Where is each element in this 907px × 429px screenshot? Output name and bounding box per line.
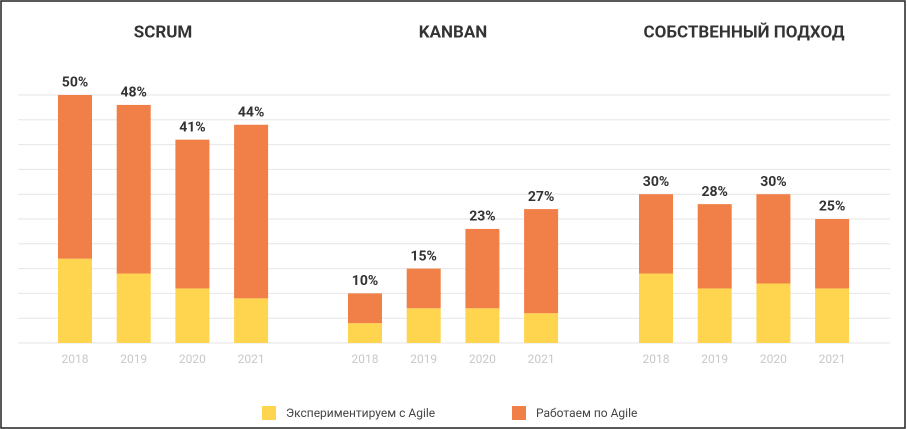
bar-segment bbox=[116, 273, 151, 343]
legend-swatch bbox=[262, 406, 276, 420]
bar-segment bbox=[524, 209, 559, 314]
bar-segment bbox=[116, 104, 151, 274]
bar-segment bbox=[815, 288, 850, 343]
chart-title: SCRUM bbox=[134, 22, 193, 42]
x-tick-label: 2019 bbox=[120, 352, 147, 366]
bar-segment bbox=[465, 308, 500, 343]
chart-title: СОБСТВЕННЫЙ ПОДХОД bbox=[644, 21, 845, 42]
total-label: 28% bbox=[701, 184, 727, 200]
bar-segment bbox=[348, 293, 382, 324]
bar-segment bbox=[406, 268, 441, 309]
legend-swatch bbox=[512, 406, 526, 420]
bar-segment bbox=[639, 273, 673, 343]
total-label: 23% bbox=[469, 209, 495, 225]
bar-segment bbox=[756, 194, 791, 284]
bar-segment bbox=[348, 323, 382, 343]
total-label: 50% bbox=[62, 75, 88, 91]
bar-segment bbox=[815, 219, 850, 289]
x-tick-label: 2019 bbox=[701, 352, 728, 366]
x-tick-label: 2018 bbox=[643, 352, 670, 366]
bar-segment bbox=[234, 124, 269, 299]
bar-segment bbox=[639, 194, 673, 274]
total-label: 30% bbox=[760, 174, 786, 190]
chart-title: KANBAN bbox=[419, 22, 488, 42]
bar-segment bbox=[524, 313, 559, 343]
bar-segment bbox=[175, 288, 210, 343]
total-label: 48% bbox=[120, 85, 146, 101]
total-label: 41% bbox=[179, 119, 205, 135]
x-tick-label: 2020 bbox=[760, 352, 787, 366]
x-tick-label: 2021 bbox=[528, 352, 555, 366]
x-tick-label: 2020 bbox=[179, 352, 206, 366]
bar-segment bbox=[58, 258, 92, 343]
bar-segment bbox=[465, 228, 500, 309]
bar-segment bbox=[58, 95, 92, 259]
bar-segment bbox=[234, 298, 269, 343]
x-tick-label: 2020 bbox=[469, 352, 496, 366]
total-label: 30% bbox=[643, 174, 669, 190]
bar-segment bbox=[697, 288, 732, 343]
x-tick-label: 2018 bbox=[62, 352, 89, 366]
total-label: 44% bbox=[238, 104, 264, 120]
total-label: 10% bbox=[352, 273, 378, 289]
total-label: 25% bbox=[819, 199, 845, 215]
bar-segment bbox=[175, 139, 210, 289]
x-tick-label: 2021 bbox=[238, 352, 265, 366]
x-tick-label: 2018 bbox=[352, 352, 379, 366]
bar-segment bbox=[697, 204, 732, 289]
bar-segment bbox=[756, 283, 791, 343]
legend-label: Работаем по Agile bbox=[536, 406, 637, 420]
total-label: 27% bbox=[528, 189, 554, 205]
bar-segment bbox=[406, 308, 441, 343]
total-label: 15% bbox=[410, 248, 436, 264]
x-tick-label: 2019 bbox=[410, 352, 437, 366]
x-tick-label: 2021 bbox=[819, 352, 846, 366]
legend-label: Экспериментируем с Agile bbox=[286, 406, 435, 420]
